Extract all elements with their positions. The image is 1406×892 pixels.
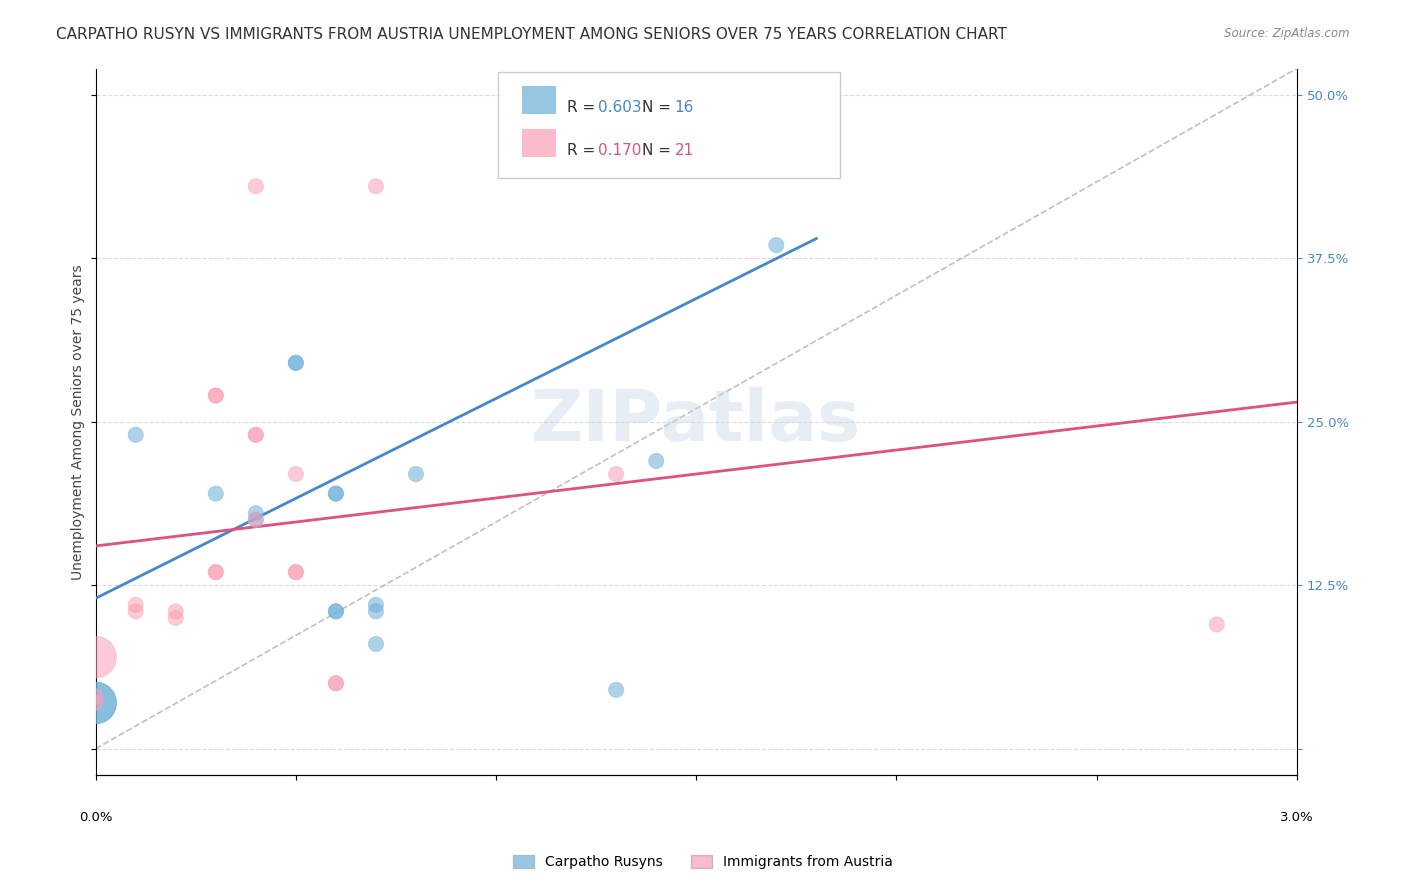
Point xyxy=(204,388,226,402)
Text: 16: 16 xyxy=(675,100,695,115)
Point xyxy=(645,454,668,468)
Point xyxy=(204,565,226,579)
Point xyxy=(325,604,347,618)
Point xyxy=(125,604,148,618)
Text: 21: 21 xyxy=(675,143,695,158)
Point xyxy=(84,690,107,704)
Point xyxy=(765,238,787,252)
Text: R =: R = xyxy=(567,143,599,158)
Point xyxy=(605,682,627,697)
FancyBboxPatch shape xyxy=(498,72,841,178)
Point xyxy=(325,486,347,500)
Point xyxy=(245,506,267,520)
Point xyxy=(204,388,226,402)
Y-axis label: Unemployment Among Seniors over 75 years: Unemployment Among Seniors over 75 years xyxy=(72,264,86,580)
Point xyxy=(125,598,148,612)
Point xyxy=(165,611,187,625)
Point xyxy=(1205,617,1227,632)
Text: 0.0%: 0.0% xyxy=(79,812,112,824)
Text: Source: ZipAtlas.com: Source: ZipAtlas.com xyxy=(1225,27,1350,40)
Point xyxy=(284,565,307,579)
Text: 0.603: 0.603 xyxy=(598,100,641,115)
Point xyxy=(405,467,427,481)
Text: N =: N = xyxy=(643,100,676,115)
Point xyxy=(605,467,627,481)
Point xyxy=(284,467,307,481)
FancyBboxPatch shape xyxy=(522,87,555,114)
Text: N =: N = xyxy=(643,143,676,158)
Point xyxy=(204,486,226,500)
Point xyxy=(364,604,387,618)
Point xyxy=(125,427,148,442)
Point xyxy=(84,696,107,710)
Text: CARPATHO RUSYN VS IMMIGRANTS FROM AUSTRIA UNEMPLOYMENT AMONG SENIORS OVER 75 YEA: CARPATHO RUSYN VS IMMIGRANTS FROM AUSTRI… xyxy=(56,27,1007,42)
Point xyxy=(325,676,347,690)
Text: ZIPatlas: ZIPatlas xyxy=(531,387,862,456)
Text: R =: R = xyxy=(567,100,599,115)
Point xyxy=(325,676,347,690)
Point xyxy=(245,513,267,527)
Point xyxy=(204,565,226,579)
Point xyxy=(284,565,307,579)
Point xyxy=(364,179,387,194)
Point xyxy=(84,696,107,710)
Point xyxy=(284,356,307,370)
Point xyxy=(245,427,267,442)
Text: 3.0%: 3.0% xyxy=(1279,812,1313,824)
Point xyxy=(245,427,267,442)
Point xyxy=(165,604,187,618)
Point xyxy=(325,486,347,500)
Point xyxy=(364,598,387,612)
Point xyxy=(325,604,347,618)
FancyBboxPatch shape xyxy=(522,128,555,157)
Point xyxy=(84,650,107,665)
Point xyxy=(84,696,107,710)
Legend: Carpatho Rusyns, Immigrants from Austria: Carpatho Rusyns, Immigrants from Austria xyxy=(506,848,900,876)
Text: 0.170: 0.170 xyxy=(598,143,641,158)
Point xyxy=(245,179,267,194)
Point xyxy=(284,356,307,370)
Point xyxy=(364,637,387,651)
Point xyxy=(245,513,267,527)
